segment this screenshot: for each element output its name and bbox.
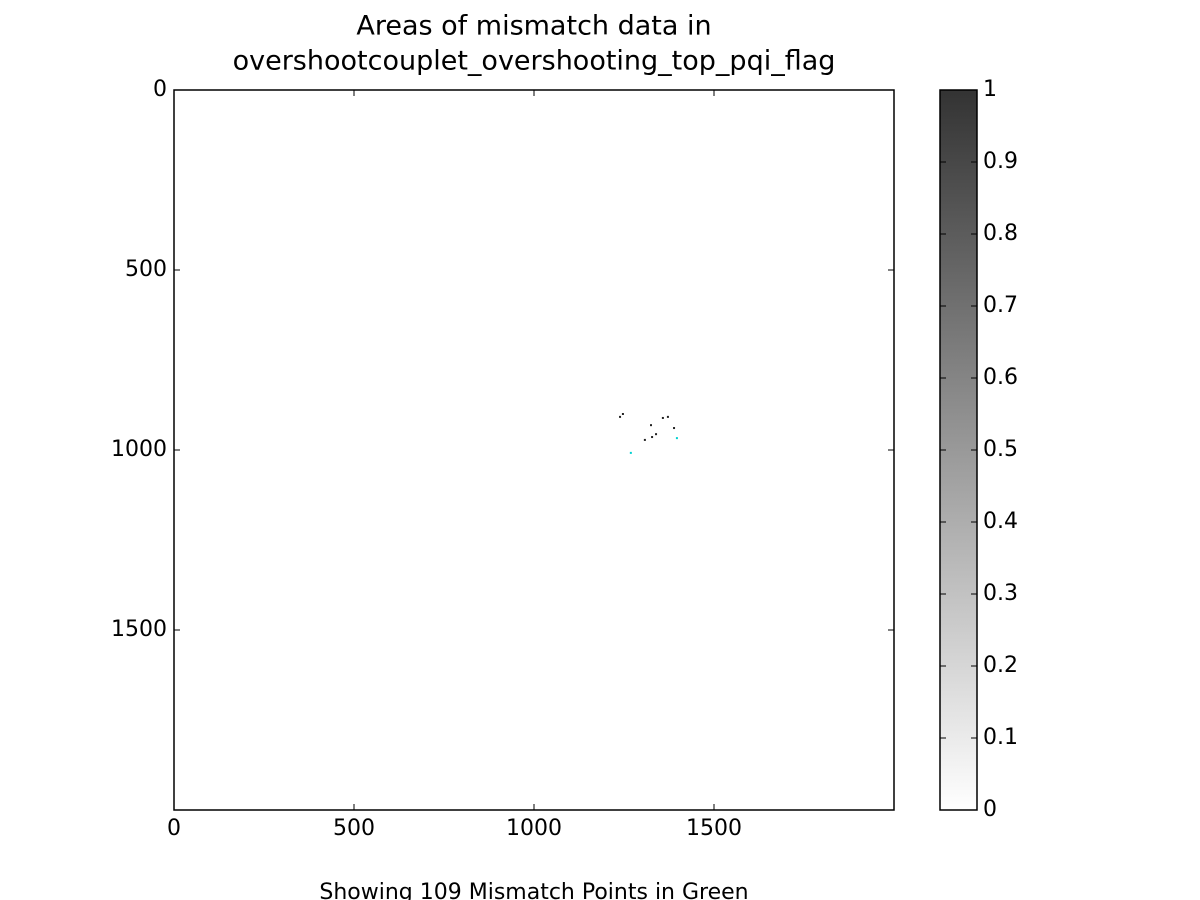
chart-title: overshootcouplet_overshooting_top_pqi_fl… <box>233 46 836 77</box>
point <box>651 436 654 439</box>
chart-title: Areas of mismatch data in <box>356 11 711 42</box>
point <box>650 424 652 427</box>
point <box>666 415 669 418</box>
y-tick-label: 0 <box>153 77 167 102</box>
y-tick-label: 500 <box>125 257 167 282</box>
y-tick-label: 1500 <box>111 617 167 642</box>
point <box>621 413 624 415</box>
plot-area <box>174 90 894 810</box>
point <box>655 433 658 436</box>
point <box>629 451 632 454</box>
y-tick-label: 1000 <box>111 437 167 462</box>
x-tick-label: 1000 <box>506 816 562 841</box>
colorbar-tick-label: 0.9 <box>983 149 1018 174</box>
point <box>675 437 678 440</box>
colorbar-tick-label: 0.4 <box>983 509 1018 534</box>
point <box>661 416 664 419</box>
colorbar-tick-label: 0.3 <box>983 581 1018 606</box>
x-tick-label: 1500 <box>686 816 742 841</box>
colorbar-tick-label: 0 <box>983 797 997 822</box>
colorbar-tick-label: 0.8 <box>983 221 1018 246</box>
x-axis-label: Showing 109 Mismatch Points in Green <box>319 880 748 900</box>
x-tick-label: 500 <box>333 816 375 841</box>
colorbar-tick-label: 0.6 <box>983 365 1018 390</box>
colorbar-tick-label: 0.7 <box>983 293 1018 318</box>
colorbar-tick-label: 0.2 <box>983 653 1018 678</box>
point <box>619 415 622 418</box>
colorbar <box>939 89 978 811</box>
colorbar-tick-label: 0.5 <box>983 437 1018 462</box>
colorbar-tick-label: 0.1 <box>983 725 1018 750</box>
point <box>643 438 646 441</box>
x-tick-label: 0 <box>167 816 181 841</box>
colorbar-tick-label: 1 <box>983 77 997 102</box>
point <box>673 427 676 430</box>
